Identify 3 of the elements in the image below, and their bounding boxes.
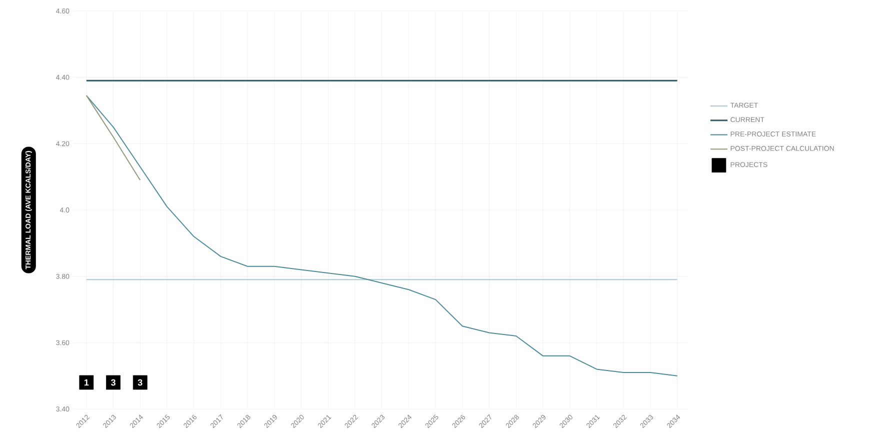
annotation: 3 [110,379,116,386]
annotation: 3 [138,379,142,386]
annotation: 1 [84,379,89,386]
